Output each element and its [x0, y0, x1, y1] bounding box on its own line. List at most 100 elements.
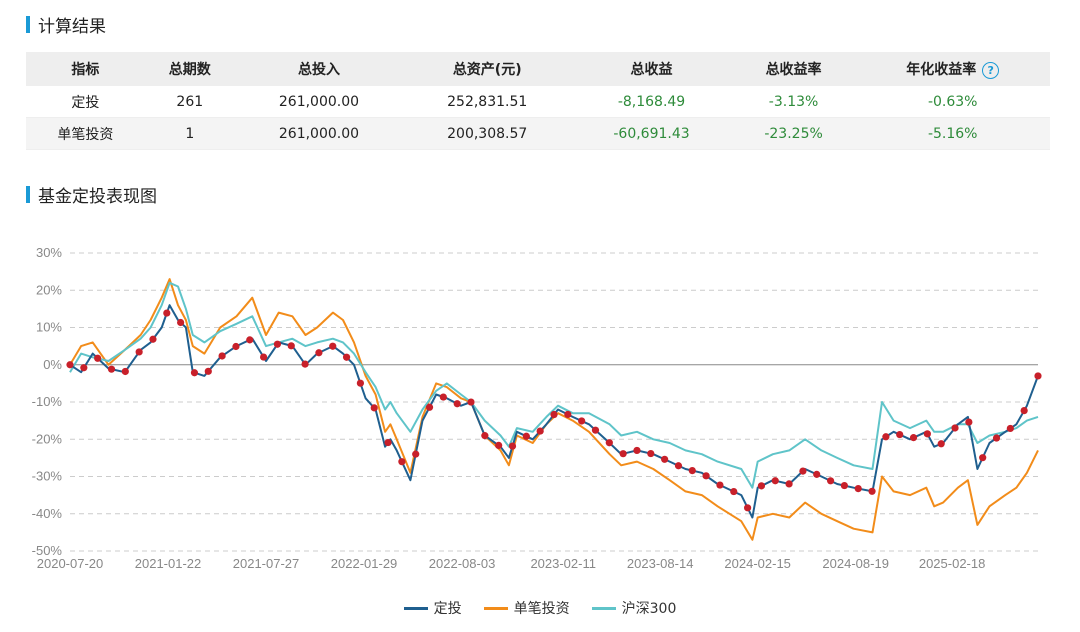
- investment-marker: [799, 467, 807, 475]
- investment-marker: [287, 342, 295, 350]
- investment-marker: [481, 432, 489, 440]
- investment-marker: [329, 342, 337, 350]
- investment-marker: [204, 367, 212, 375]
- investment-marker: [536, 427, 544, 435]
- cell-profit: -60,691.43: [571, 117, 732, 150]
- investment-marker: [633, 446, 641, 455]
- investment-marker: [578, 417, 586, 425]
- x-tick-label: 2022-01-29: [331, 556, 398, 571]
- x-tick-label: 2021-07-27: [233, 556, 300, 571]
- cell-assets: 200,308.57: [403, 117, 572, 150]
- investment-marker: [398, 458, 406, 466]
- investment-marker: [1020, 407, 1028, 415]
- legend-swatch: [591, 606, 616, 610]
- legend-label: 沪深300: [621, 601, 677, 617]
- x-tick-label: 2025-02-18: [919, 556, 986, 571]
- investment-marker: [66, 361, 74, 369]
- cell-invested: 261,000.00: [234, 117, 404, 150]
- cell-return-rate: -3.13%: [731, 86, 856, 118]
- y-tick-label: -10%: [32, 394, 63, 409]
- investment-marker: [315, 349, 323, 357]
- investment-marker: [342, 353, 351, 361]
- investment-marker: [840, 481, 849, 490]
- investment-marker: [785, 480, 793, 488]
- investment-marker: [232, 342, 240, 351]
- investment-marker: [149, 335, 157, 343]
- chart-section-title-text: 基金定投表现图: [38, 187, 157, 207]
- investment-marker: [951, 424, 959, 432]
- cell-name: 定投: [26, 86, 145, 118]
- title-accent-bar: [26, 186, 30, 203]
- performance-chart: 30% 20% 10% 0% -10% -20% -30% -40% -50%2020-07-2…: [32, 245, 1042, 571]
- y-tick-label: 10%: [36, 320, 62, 335]
- investment-marker: [246, 336, 254, 344]
- investment-marker: [439, 393, 447, 401]
- y-tick-label: 20%: [36, 282, 62, 297]
- table-header-row: 指标 总期数 总投入 总资产(元) 总收益 总收益率 年化收益率?: [26, 52, 1050, 86]
- series-line-danbi: [69, 278, 1039, 541]
- x-tick-label: 2023-02-11: [530, 556, 596, 571]
- investment-marker: [647, 449, 655, 458]
- investment-marker: [163, 309, 171, 317]
- investment-marker: [923, 430, 931, 438]
- cell-return-rate: -23.25%: [731, 117, 856, 150]
- investment-marker: [688, 467, 696, 475]
- investment-marker: [412, 450, 420, 458]
- cell-assets: 252,831.51: [403, 86, 572, 118]
- investment-marker: [190, 369, 199, 377]
- chart-legend: 定投 单笔投资 沪深300: [0, 598, 1080, 618]
- investment-marker: [467, 398, 475, 406]
- investment-marker: [854, 484, 862, 493]
- investment-marker: [370, 404, 378, 412]
- investment-marker: [107, 365, 116, 373]
- y-tick-label: -20%: [32, 431, 63, 446]
- investment-marker: [826, 477, 835, 485]
- cell-annual-return: -0.63%: [855, 86, 1050, 118]
- investment-marker: [909, 434, 918, 442]
- investment-marker: [94, 354, 102, 362]
- investment-marker: [591, 426, 600, 434]
- investment-marker: [135, 348, 143, 356]
- legend-label: 单笔投资: [513, 601, 570, 617]
- x-tick-label: 2024-08-19: [822, 556, 889, 571]
- investment-marker: [992, 434, 1001, 442]
- investment-marker: [495, 441, 503, 450]
- investment-marker: [80, 364, 88, 372]
- legend-item-danbi[interactable]: 单笔投资: [483, 598, 570, 618]
- investment-marker: [896, 430, 904, 439]
- legend-item-hs300[interactable]: 沪深300: [591, 598, 677, 618]
- investment-marker: [1034, 372, 1042, 380]
- investment-marker: [744, 504, 752, 512]
- cell-periods: 261: [144, 86, 235, 118]
- chart-section-title: 基金定投表现图: [26, 182, 157, 207]
- investment-marker: [813, 470, 821, 478]
- investment-marker: [757, 482, 766, 490]
- investment-marker: [522, 432, 530, 440]
- investment-marker: [674, 462, 683, 470]
- header-periods: 总期数: [144, 52, 235, 86]
- investment-marker: [882, 433, 890, 441]
- investment-marker: [661, 455, 669, 463]
- x-tick-label: 2023-08-14: [627, 556, 694, 571]
- calc-result-title-text: 计算结果: [38, 17, 106, 37]
- y-tick-label: -30%: [32, 469, 63, 484]
- legend-swatch: [483, 606, 508, 610]
- help-icon[interactable]: ?: [982, 61, 1000, 79]
- x-tick-label: 2024-02-15: [724, 556, 791, 571]
- cell-name: 单笔投资: [26, 117, 145, 150]
- y-tick-label: 0%: [43, 357, 62, 372]
- investment-marker: [965, 418, 973, 426]
- investment-marker: [1006, 424, 1014, 433]
- y-tick-label: -40%: [32, 506, 63, 521]
- investment-marker: [771, 477, 779, 485]
- investment-marker: [453, 400, 461, 408]
- header-assets: 总资产(元): [403, 52, 572, 86]
- cell-annual-return: -5.16%: [855, 117, 1050, 150]
- legend-item-dingtou[interactable]: 定投: [403, 598, 462, 618]
- header-annual-return-label: 年化收益率: [906, 62, 977, 78]
- table-row: 单笔投资 1 261,000.00 200,308.57 -60,691.43 …: [26, 117, 1050, 150]
- header-annual-return: 年化收益率?: [855, 52, 1050, 86]
- investment-marker: [716, 481, 724, 489]
- investment-marker: [356, 379, 364, 387]
- table-row: 定投 261 261,000.00 252,831.51 -8,168.49 -…: [26, 86, 1050, 118]
